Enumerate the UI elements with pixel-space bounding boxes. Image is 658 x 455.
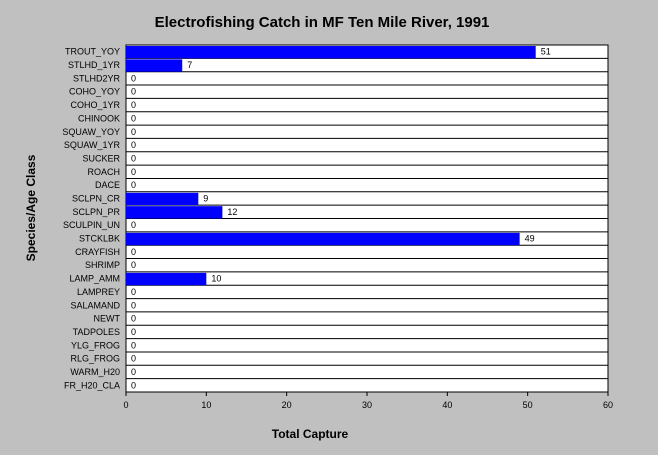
data-label: 51 xyxy=(541,47,551,57)
data-label: 0 xyxy=(131,100,136,110)
bars xyxy=(126,46,536,286)
x-tick-label: 20 xyxy=(282,400,292,410)
category-label: SCULPIN_UN xyxy=(63,220,120,230)
data-label: 0 xyxy=(131,314,136,324)
category-label: SQUAW_YOY xyxy=(62,127,120,137)
bar xyxy=(126,192,199,206)
x-axis-label: Total Capture xyxy=(272,427,349,441)
data-label: 49 xyxy=(525,234,535,244)
x-tick-label: 50 xyxy=(523,400,533,410)
category-label: SQUAW_1YR xyxy=(64,140,121,150)
category-label: FR_H20_CLA xyxy=(64,380,120,390)
category-label: DACE xyxy=(95,180,120,190)
category-label: SCLPN_PR xyxy=(72,207,120,217)
data-label: 0 xyxy=(131,354,136,364)
x-tick-label: 40 xyxy=(442,400,452,410)
x-tick-label: 30 xyxy=(362,400,372,410)
data-label: 0 xyxy=(131,180,136,190)
data-labels: 51 7 0 0 0 0 0 0 0 0 0 9 12 0 49 0 0 10 0 0 0 0 0 0 0 0 xyxy=(131,47,551,391)
category-labels: TROUT_YOY STLHD_1YR STLHD2YR COHO_YOY COHO_1… xyxy=(62,47,120,391)
x-tick-label: 0 xyxy=(123,400,128,410)
data-label: 0 xyxy=(131,367,136,377)
data-label: 0 xyxy=(131,73,136,83)
x-tick-label: 60 xyxy=(603,400,613,410)
category-label: SCLPN_CR xyxy=(72,193,121,203)
category-label: LAMPREY xyxy=(77,287,120,297)
data-label: 0 xyxy=(131,220,136,230)
data-label: 0 xyxy=(131,127,136,137)
y-axis-label: Species/Age Class xyxy=(24,154,38,261)
bar xyxy=(126,232,520,246)
category-label: CRAYFISH xyxy=(75,247,120,257)
category-label: STLHD2YR xyxy=(73,73,121,83)
category-label: YLG_FROG xyxy=(71,340,120,350)
data-label: 10 xyxy=(211,274,221,284)
data-label: 0 xyxy=(131,287,136,297)
data-label: 0 xyxy=(131,260,136,270)
data-label: 12 xyxy=(227,207,237,217)
data-label: 7 xyxy=(187,60,192,70)
category-label: SUCKER xyxy=(82,153,120,163)
data-label: 0 xyxy=(131,327,136,337)
category-label: WARM_H20 xyxy=(70,367,120,377)
category-label: SALAMAND xyxy=(70,300,120,310)
category-label: TADPOLES xyxy=(73,327,120,337)
data-label: 0 xyxy=(131,167,136,177)
category-label: SHRIMP xyxy=(85,260,120,270)
data-label: 0 xyxy=(131,87,136,97)
data-label: 9 xyxy=(203,193,208,203)
category-label: ROACH xyxy=(87,167,120,177)
data-label: 0 xyxy=(131,380,136,390)
category-label: STLHD_1YR xyxy=(68,60,121,70)
x-tick-label: 10 xyxy=(201,400,211,410)
data-label: 0 xyxy=(131,300,136,310)
data-label: 0 xyxy=(131,247,136,257)
bar xyxy=(126,272,207,286)
bar xyxy=(126,59,183,72)
category-label: LAMP_AMM xyxy=(69,274,120,284)
category-label: CHINOOK xyxy=(78,113,120,123)
data-label: 0 xyxy=(131,340,136,350)
category-label: NEWT xyxy=(94,314,121,324)
category-label: COHO_YOY xyxy=(69,87,120,97)
data-label: 0 xyxy=(131,153,136,163)
category-label: STCKLBK xyxy=(79,234,120,244)
bar xyxy=(126,206,223,219)
bar xyxy=(126,46,536,59)
category-label: COHO_1YR xyxy=(70,100,120,110)
x-axis-ticks: 0 10 20 30 40 50 60 xyxy=(123,392,613,410)
chart-title: Electrofishing Catch in MF Ten Mile Rive… xyxy=(155,14,490,31)
category-label: TROUT_YOY xyxy=(65,47,120,57)
category-label: RLG_FROG xyxy=(70,354,120,364)
data-label: 0 xyxy=(131,113,136,123)
data-label: 0 xyxy=(131,140,136,150)
